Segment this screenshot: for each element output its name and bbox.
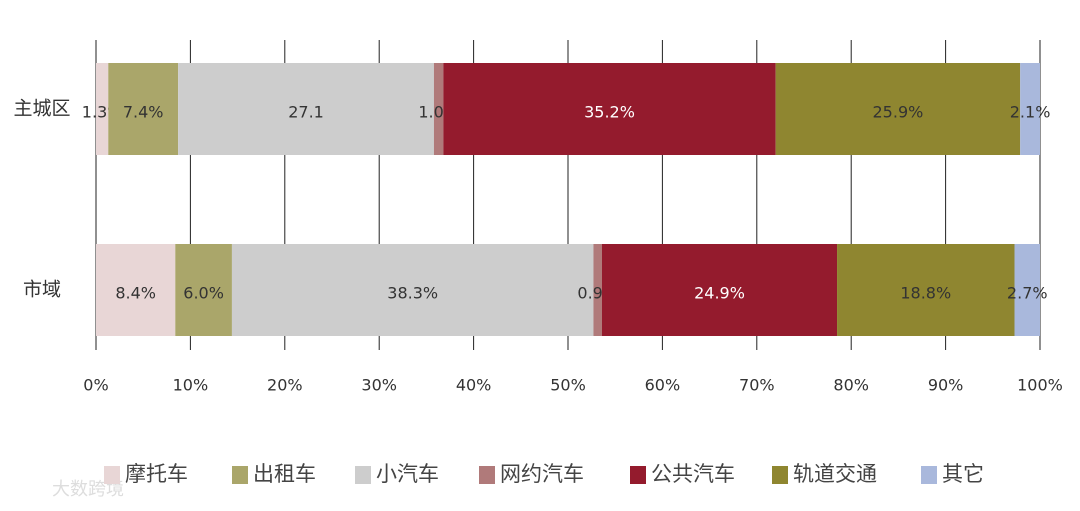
value-label: 8.4% — [115, 284, 156, 303]
value-label: 38.3% — [387, 284, 438, 303]
legend-swatch — [630, 466, 646, 484]
bar-segment — [837, 244, 1015, 336]
bar-segment — [178, 63, 434, 155]
x-tick-label: 10% — [173, 376, 209, 395]
bar-segment — [1020, 63, 1040, 155]
legend-swatch — [772, 466, 788, 484]
bar-segment — [593, 244, 602, 336]
bar-segment — [175, 244, 232, 336]
legend-label: 公共汽车 — [651, 462, 735, 486]
bar-segment — [601, 244, 838, 336]
legend-label: 小汽车 — [376, 462, 439, 486]
value-label: 25.9% — [873, 103, 924, 122]
legend-label: 网约汽车 — [500, 462, 584, 486]
category-label: 主城区 — [13, 98, 70, 120]
x-tick-label: 0% — [83, 376, 108, 395]
x-tick-label: 30% — [361, 376, 397, 395]
value-label: 6.0% — [183, 284, 224, 303]
bar-segment — [775, 63, 1021, 155]
legend-swatch — [921, 466, 937, 484]
x-tick-label: 90% — [928, 376, 964, 395]
x-tick-label: 100% — [1017, 376, 1063, 395]
value-label: 7.4% — [123, 103, 164, 122]
x-tick-label: 80% — [833, 376, 869, 395]
legend-label: 轨道交通 — [793, 462, 877, 486]
legend-label: 其它 — [942, 462, 984, 486]
bar-segment — [231, 244, 594, 336]
value-label: 2.1% — [1010, 103, 1051, 122]
x-tick-label: 20% — [267, 376, 303, 395]
legend-swatch — [232, 466, 248, 484]
legend-swatch — [355, 466, 371, 484]
category-label: 市域 — [23, 279, 61, 301]
bar-segment — [108, 63, 179, 155]
bar-segment — [433, 63, 444, 155]
bar-segment — [96, 63, 109, 155]
bar-segment — [96, 244, 176, 336]
value-label: 18.8% — [900, 284, 951, 303]
x-tick-label: 50% — [550, 376, 586, 395]
legend-label: 摩托车 — [125, 462, 188, 486]
watermark: 大数跨境 — [52, 479, 124, 500]
value-label: 24.9% — [694, 284, 745, 303]
value-label: 27.1 — [288, 103, 324, 122]
legend-label: 出租车 — [253, 462, 316, 486]
x-tick-label: 40% — [456, 376, 492, 395]
legend-swatch — [104, 466, 120, 484]
bar-segment — [1014, 244, 1040, 336]
legend-swatch — [479, 466, 495, 484]
x-tick-label: 60% — [645, 376, 681, 395]
value-label: 35.2% — [584, 103, 635, 122]
bar-segment — [443, 63, 776, 155]
x-tick-label: 70% — [739, 376, 775, 395]
value-label: 2.7% — [1007, 284, 1048, 303]
